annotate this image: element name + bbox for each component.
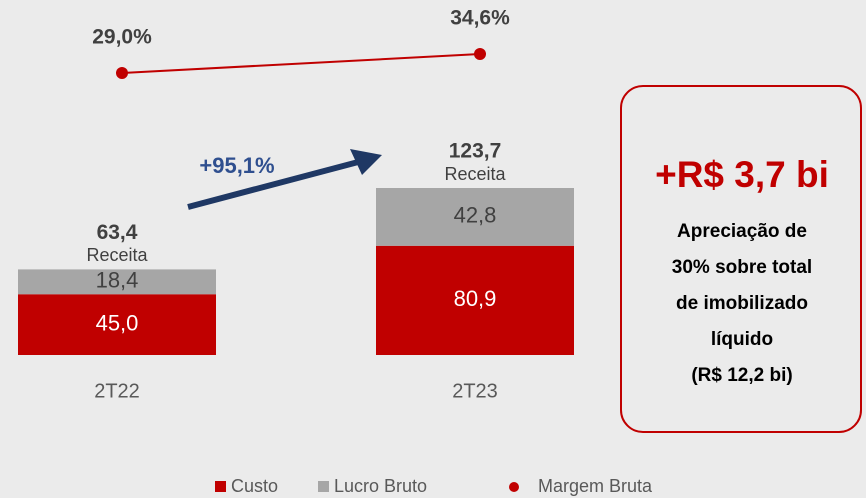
legend-marker (509, 482, 519, 492)
highlight-line: de imobilizado (676, 293, 808, 314)
bar-segment (376, 188, 574, 246)
bar-value-label: 45,0 (96, 310, 139, 335)
bar-segment (18, 269, 216, 295)
highlight-line: líquido (711, 329, 773, 350)
growth-arrow (187, 158, 363, 210)
total-label: 63,4 (97, 221, 138, 244)
margin-point (474, 48, 486, 61)
margin-label: 29,0% (92, 26, 152, 49)
total-label: 123,7 (449, 140, 502, 163)
growth-arrow-head (350, 149, 382, 175)
highlight-line: Apreciação de (677, 221, 807, 242)
highlight-box (620, 85, 862, 433)
highlight-line: (R$ 12,2 bi) (691, 365, 792, 386)
bar-value-label: 80,9 (454, 286, 497, 311)
total-caption: Receita (444, 164, 506, 184)
legend-marker (318, 481, 329, 492)
x-tick-label: 2T23 (452, 380, 498, 402)
bar-value-label: 42,8 (454, 203, 497, 228)
margin-label: 34,6% (450, 7, 510, 30)
growth-annotation: +95,1% (199, 153, 274, 178)
bar-segment (18, 294, 216, 355)
legend-marker (215, 481, 226, 492)
legend-label: Custo (231, 476, 278, 496)
highlight-line: 30% sobre total (672, 257, 812, 278)
x-tick-label: 2T22 (94, 380, 140, 402)
margin-point (116, 66, 128, 79)
total-caption: Receita (86, 245, 148, 265)
legend-label: Margem Bruta (538, 476, 653, 496)
margin-line (121, 53, 481, 74)
highlight-headline: +R$ 3,7 bi (655, 154, 829, 195)
legend-label: Lucro Bruto (334, 476, 427, 496)
bar-value-label: 18,4 (96, 268, 139, 293)
bar-segment (376, 245, 574, 355)
